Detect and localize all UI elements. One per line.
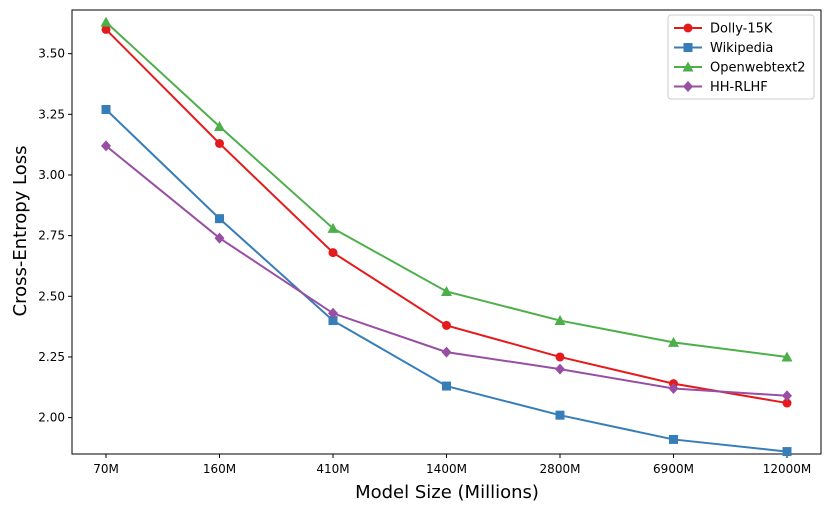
data-point-wikipedia bbox=[328, 316, 338, 326]
legend-marker-dolly-15k bbox=[683, 23, 693, 33]
data-point-hh-rlhf bbox=[328, 307, 338, 319]
data-point-dolly-15k bbox=[101, 24, 111, 34]
x-axis-label: Model Size (Millions) bbox=[355, 482, 539, 503]
x-tick-label: 160M bbox=[203, 462, 236, 476]
data-point-openwebtext2 bbox=[214, 120, 225, 131]
data-point-wikipedia bbox=[215, 214, 224, 224]
data-point-wikipedia bbox=[782, 447, 792, 457]
legend-box bbox=[667, 14, 815, 100]
y-tick-label: 3.50 bbox=[38, 47, 65, 61]
y-tick-label: 3.00 bbox=[38, 168, 65, 182]
legend-marker-hh-rlhf bbox=[683, 81, 693, 92]
x-tick-label: 6900M bbox=[653, 462, 694, 476]
data-point-openwebtext2 bbox=[554, 315, 566, 326]
series-line-wikipedia bbox=[105, 108, 788, 453]
data-point-openwebtext2 bbox=[100, 16, 112, 27]
legend-marker-openwebtext2 bbox=[682, 61, 694, 72]
data-point-wikipedia bbox=[101, 104, 111, 114]
legend-label-dolly-15k: Dolly-15K bbox=[710, 22, 773, 37]
data-point-hh-rlhf bbox=[441, 346, 452, 358]
x-tick-label: 12000M bbox=[763, 462, 812, 476]
y-tick-label: 2.25 bbox=[38, 350, 65, 364]
data-point-hh-rlhf bbox=[555, 363, 565, 375]
x-tick-label: 70M bbox=[93, 462, 119, 476]
data-point-wikipedia bbox=[442, 381, 451, 391]
data-point-hh-rlhf bbox=[214, 232, 225, 244]
y-tick-label: 2.00 bbox=[38, 411, 65, 425]
data-point-openwebtext2 bbox=[327, 222, 339, 233]
y-tick-label: 2.75 bbox=[38, 229, 65, 243]
x-tick-label: 1400M bbox=[426, 462, 467, 476]
data-point-dolly-15k bbox=[215, 138, 224, 148]
legend-marker-wikipedia bbox=[683, 43, 693, 52]
data-point-openwebtext2 bbox=[441, 285, 452, 296]
x-tick-label: 410M bbox=[316, 462, 349, 476]
data-point-openwebtext2 bbox=[668, 336, 679, 347]
data-point-openwebtext2 bbox=[781, 351, 793, 362]
y-tick-label: 2.50 bbox=[38, 289, 65, 303]
data-point-wikipedia bbox=[669, 434, 678, 444]
x-tick-label: 2800M bbox=[540, 462, 581, 476]
data-point-hh-rlhf bbox=[101, 140, 111, 152]
data-point-hh-rlhf bbox=[668, 382, 679, 394]
series-line-hh-rlhf bbox=[105, 145, 788, 397]
data-point-dolly-15k bbox=[328, 248, 338, 258]
data-point-dolly-15k bbox=[782, 398, 792, 408]
legend-label-openwebtext2: Openwebtext2 bbox=[710, 61, 806, 76]
data-point-hh-rlhf bbox=[782, 390, 792, 402]
legend-label-wikipedia: Wikipedia bbox=[710, 41, 773, 56]
y-tick-label: 3.25 bbox=[38, 107, 65, 121]
legend-label-hh-rlhf: HH-RLHF bbox=[710, 80, 768, 95]
data-point-dolly-15k bbox=[555, 352, 565, 362]
y-axis-label: Cross-Entropy Loss bbox=[10, 146, 31, 317]
data-point-dolly-15k bbox=[442, 320, 451, 330]
data-point-wikipedia bbox=[555, 410, 565, 420]
